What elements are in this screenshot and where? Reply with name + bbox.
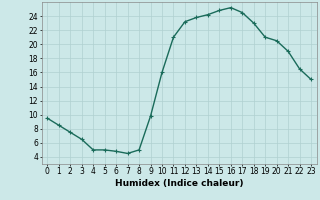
X-axis label: Humidex (Indice chaleur): Humidex (Indice chaleur) <box>115 179 244 188</box>
